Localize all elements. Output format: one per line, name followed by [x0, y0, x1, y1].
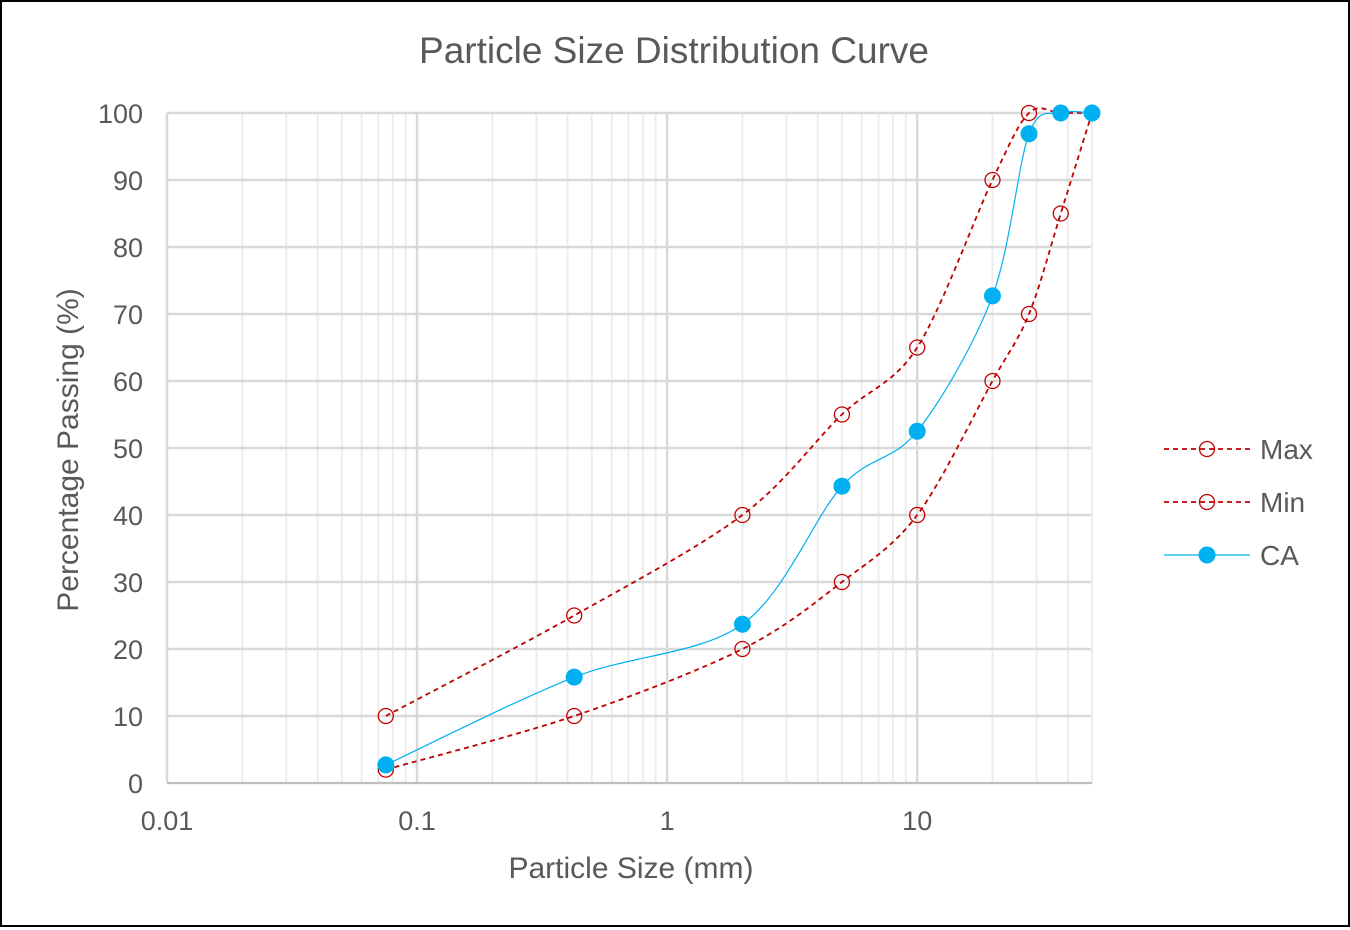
- data-point: [565, 668, 583, 686]
- legend-marker: [1198, 440, 1216, 458]
- data-point: [984, 372, 1001, 390]
- y-tick-label: 40: [113, 501, 143, 531]
- y-tick-label: 0: [128, 769, 143, 799]
- data-point: [1052, 205, 1069, 222]
- y-tick-label: 20: [113, 635, 143, 665]
- data-point: [1083, 104, 1101, 122]
- data-point: [377, 756, 395, 774]
- y-tick-label: 100: [98, 99, 143, 129]
- data-point: [733, 615, 751, 633]
- data-point: [1020, 305, 1038, 323]
- series-line-min: [385, 112, 1093, 771]
- legend-label: Min: [1260, 487, 1305, 518]
- series-min: [377, 104, 1101, 778]
- legend-item-ca: CA: [1164, 540, 1299, 571]
- data-point: [833, 406, 851, 423]
- series-line-max: [385, 107, 1092, 717]
- data-point: [983, 287, 1001, 305]
- legend: Max Min CA: [1164, 434, 1313, 571]
- legend-item-max: Max: [1164, 434, 1313, 465]
- x-tick-label: 10: [902, 806, 932, 836]
- x-tick-label: 1: [660, 806, 675, 836]
- data-point: [909, 506, 926, 524]
- legend-item-min: Min: [1164, 487, 1305, 518]
- y-tick-label: 30: [113, 568, 143, 598]
- data-point: [1020, 125, 1038, 143]
- data-point: [1052, 104, 1070, 122]
- legend-label: CA: [1260, 540, 1299, 571]
- x-axis-label: Particle Size (mm): [508, 852, 753, 885]
- data-point: [1020, 104, 1038, 122]
- y-axis-label: Percentage Passing (%): [52, 288, 85, 612]
- data-point: [377, 707, 394, 725]
- data-point: [734, 640, 751, 658]
- data-point: [984, 171, 1001, 189]
- x-tick-label: 0.1: [398, 806, 436, 836]
- data-point: [909, 339, 926, 356]
- y-tick-label: 50: [113, 434, 143, 464]
- legend-marker: [1198, 493, 1216, 511]
- grid: [165, 111, 1093, 785]
- series-layer: [377, 104, 1101, 778]
- data-point: [833, 477, 851, 495]
- x-tick-label: 0.01: [141, 806, 194, 836]
- data-point: [566, 707, 583, 725]
- y-tick-label: 60: [113, 367, 143, 397]
- data-point: [734, 506, 751, 524]
- y-tick-label: 80: [113, 233, 143, 263]
- y-tick-label: 10: [113, 702, 143, 732]
- axes: 0 10 20 30 40 50 60 70 80 90 100 0.01 0.1 1 10: [98, 99, 1092, 836]
- legend-label: Max: [1260, 434, 1313, 465]
- legend-marker: [1198, 546, 1216, 564]
- chart-title: Particle Size Distribution Curve: [419, 30, 929, 71]
- y-tick-label: 90: [113, 166, 143, 196]
- data-point: [908, 422, 926, 440]
- series-ca: [377, 104, 1101, 774]
- data-point: [566, 607, 583, 624]
- data-point: [833, 573, 851, 591]
- y-tick-label: 70: [113, 300, 143, 330]
